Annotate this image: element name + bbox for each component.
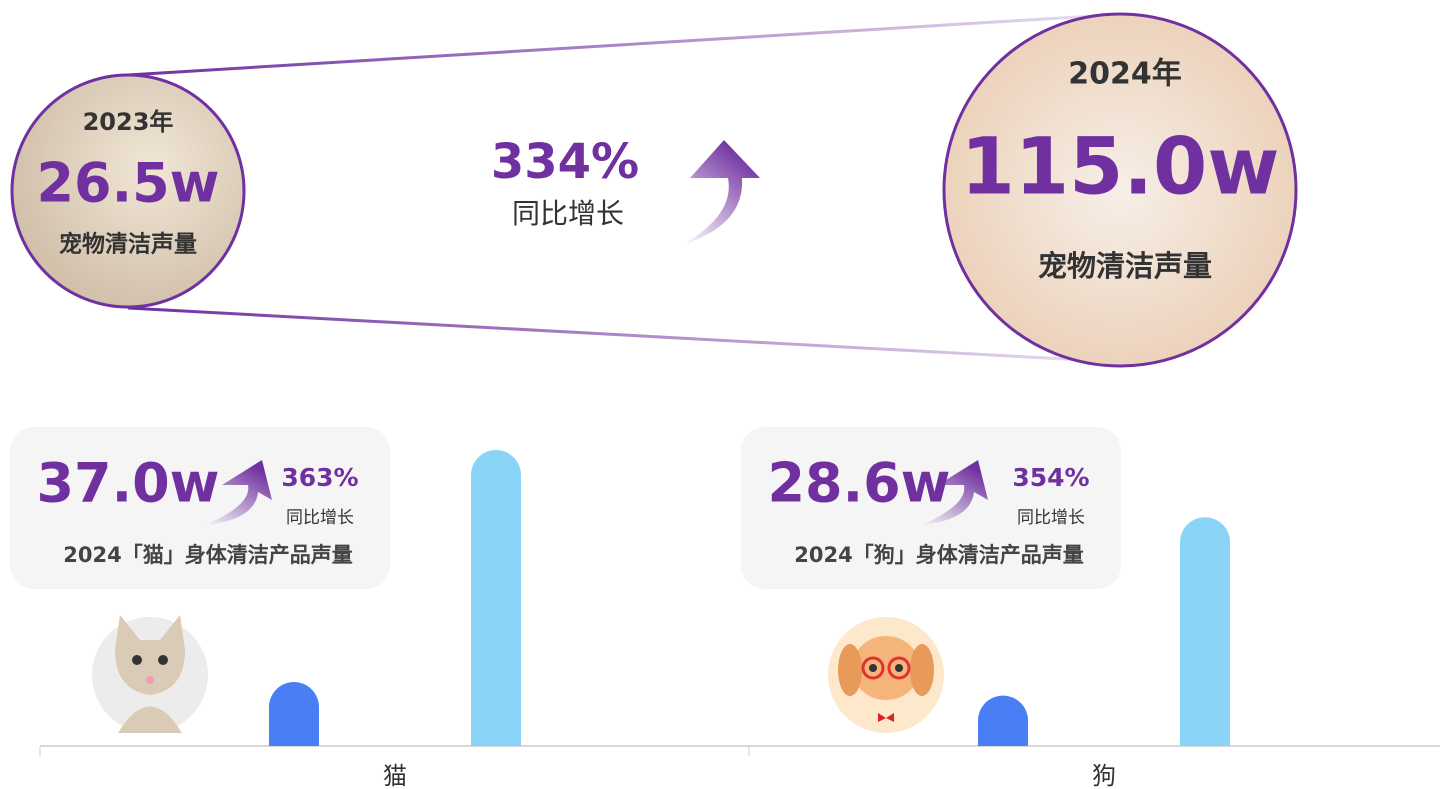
x-tick-label: 猫 bbox=[383, 762, 407, 789]
value-2023: 26.5w bbox=[36, 152, 219, 215]
x-tick-label: 狗 bbox=[1092, 762, 1116, 789]
callout-caption: 2024「狗」身体清洁产品声量 bbox=[779, 541, 1099, 569]
callout-growth: 354% bbox=[1012, 463, 1089, 492]
bar bbox=[269, 682, 319, 746]
value-2024: 115.0w bbox=[961, 122, 1280, 212]
dog-avatar bbox=[828, 617, 944, 733]
year-2024: 2024年 bbox=[1068, 57, 1182, 92]
bar bbox=[1180, 517, 1230, 746]
growth-label: 同比增长 bbox=[512, 197, 624, 230]
label-2024: 宠物清洁声量 bbox=[1038, 249, 1212, 283]
growth-value: 334% bbox=[491, 134, 639, 190]
page: 2023年 26.5w 宠物清洁声量 2024年 115.0w 宠物清洁声量 3… bbox=[0, 0, 1440, 789]
callout-growth-label: 同比增长 bbox=[1017, 508, 1085, 528]
callout-growth-label: 同比增长 bbox=[286, 508, 354, 528]
year-2023: 2023年 bbox=[83, 108, 174, 136]
callout-value: 28.6w bbox=[767, 452, 950, 515]
callout-caption: 2024「猫」身体清洁产品声量 bbox=[48, 541, 368, 569]
label-2023: 宠物清洁声量 bbox=[59, 231, 197, 258]
bar bbox=[978, 696, 1028, 746]
callout-growth: 363% bbox=[281, 463, 358, 492]
bar bbox=[471, 450, 521, 746]
callout-value: 37.0w bbox=[36, 452, 219, 515]
growth-arrow bbox=[682, 140, 760, 245]
cat-avatar bbox=[92, 615, 208, 733]
chart: 2023年 26.5w 宠物清洁声量 2024年 115.0w 宠物清洁声量 3… bbox=[0, 0, 1440, 789]
